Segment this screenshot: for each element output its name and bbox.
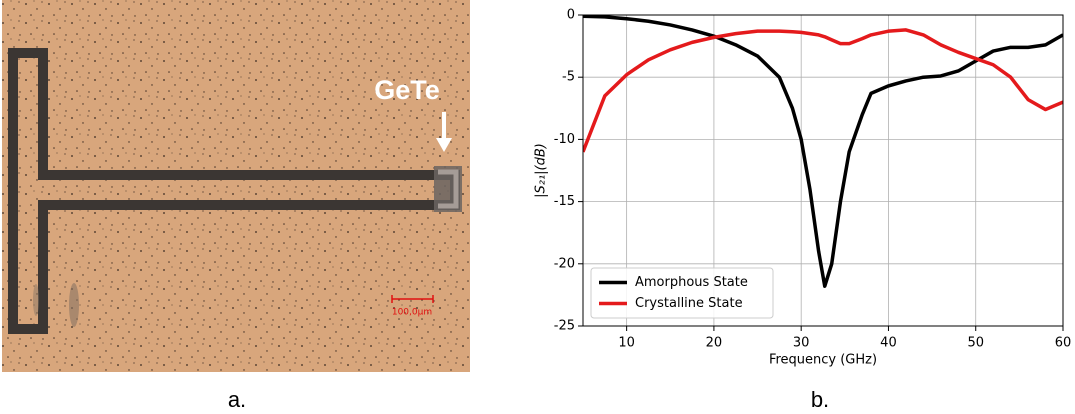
y-tick-label: 0 <box>567 8 575 23</box>
x-tick-label: 30 <box>793 336 810 351</box>
gete-label: GeTe <box>374 75 440 105</box>
scratch <box>69 283 79 327</box>
y-tick-label: -20 <box>554 256 575 271</box>
y-tick-label: -25 <box>554 319 575 334</box>
x-tick-label: 50 <box>967 336 984 351</box>
series-line <box>583 15 1063 288</box>
x-axis-label: Frequency (GHz) <box>769 353 877 368</box>
micrograph-background <box>2 0 470 372</box>
scale-bar-label: 100,0µm <box>392 308 432 318</box>
series-line <box>583 28 1063 153</box>
x-tick-label: 60 <box>1055 336 1072 351</box>
x-tick-label: 20 <box>706 336 723 351</box>
gete-pad <box>438 169 459 209</box>
x-tick-label: 10 <box>618 336 635 351</box>
legend-label: Amorphous State <box>635 275 748 290</box>
legend-box <box>590 267 774 319</box>
scale-bar <box>391 295 434 303</box>
x-tick-label: 40 <box>880 336 897 351</box>
caption: a. <box>228 387 246 412</box>
micrograph: GeTe 100,0µm <box>2 0 470 372</box>
scratch <box>33 284 39 316</box>
caption: b. <box>811 387 829 412</box>
chart: 10 20 30 40 50 60 -25 -20 -15 -10 -5 0 Frequency (GH… <box>534 8 1072 368</box>
y-axis-label: |S₂₁|(dB) <box>534 143 549 198</box>
legend-label: Crystalline State <box>635 296 743 311</box>
y-tick-label: -10 <box>554 132 575 147</box>
y-tick-label: -15 <box>554 194 575 209</box>
y-tick-label: -5 <box>562 70 575 85</box>
arrow-head <box>436 138 452 152</box>
plot-frame <box>582 14 1064 327</box>
